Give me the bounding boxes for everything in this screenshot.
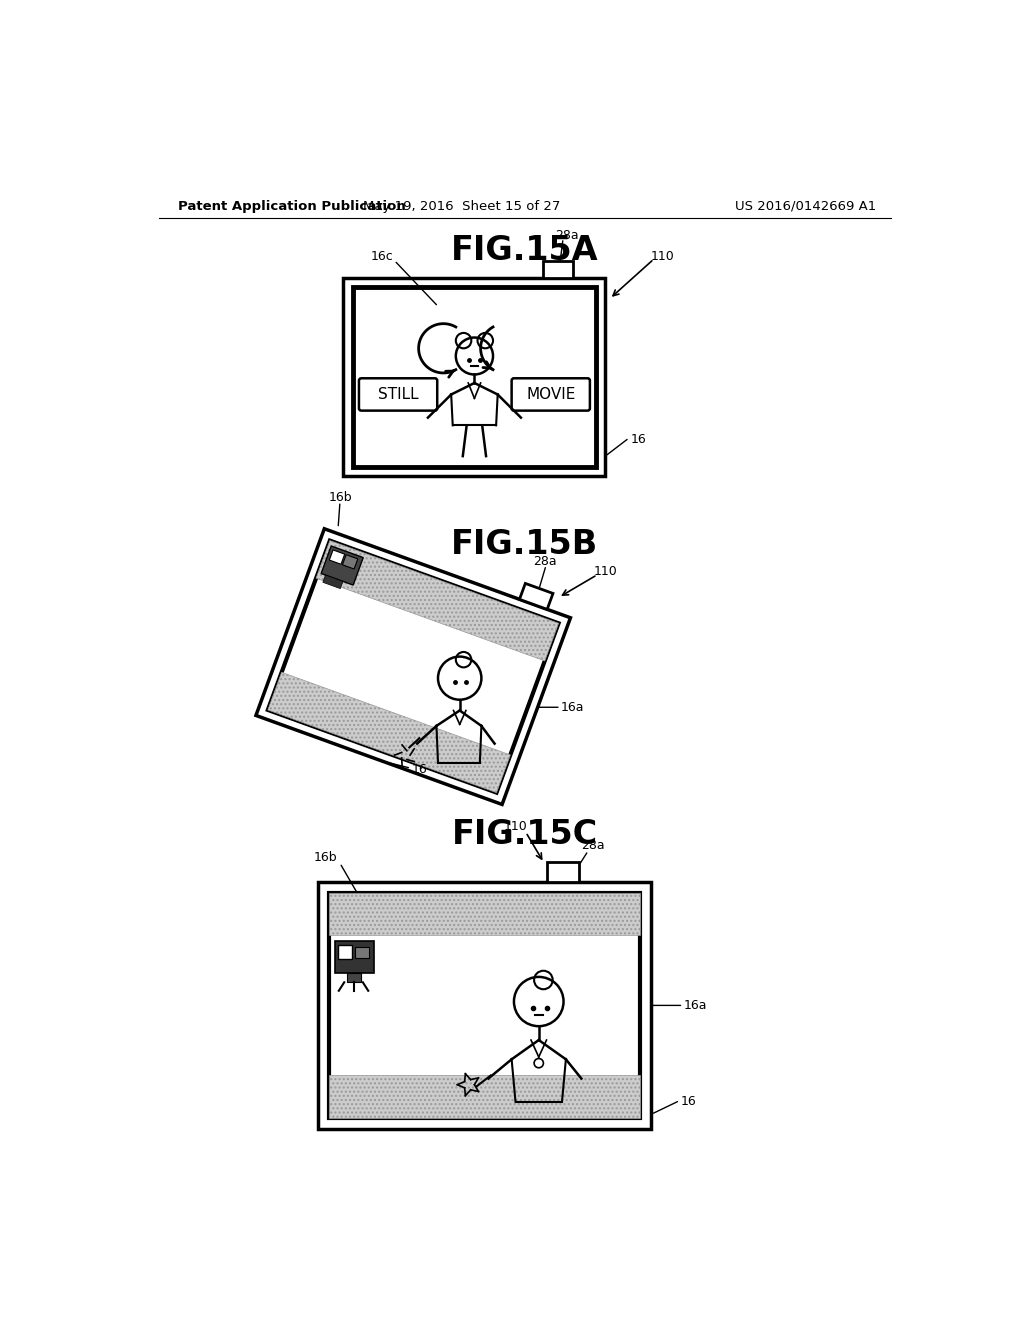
Text: Patent Application Publication: Patent Application Publication [178, 199, 407, 213]
Text: 110: 110 [504, 820, 527, 833]
Bar [329, 892, 640, 1118]
Bar [346, 973, 360, 982]
Text: 16c: 16c [371, 249, 393, 263]
Text: FIG.15B: FIG.15B [452, 528, 598, 561]
Bar [544, 261, 572, 277]
FancyBboxPatch shape [359, 379, 437, 411]
Text: 16a: 16a [561, 701, 585, 714]
Text: May 19, 2016  Sheet 15 of 27: May 19, 2016 Sheet 15 of 27 [362, 199, 560, 213]
Bar [335, 941, 374, 973]
Polygon shape [322, 546, 364, 585]
Polygon shape [323, 576, 343, 589]
Text: FIG.15C: FIG.15C [452, 818, 598, 851]
Text: 110: 110 [650, 249, 674, 263]
Polygon shape [342, 554, 357, 569]
Text: 28a: 28a [534, 554, 557, 568]
Bar [329, 1076, 640, 1118]
Polygon shape [316, 541, 558, 661]
Polygon shape [519, 583, 553, 610]
Text: 16b: 16b [313, 851, 338, 865]
Bar [547, 862, 579, 882]
Bar [338, 945, 352, 960]
Polygon shape [268, 541, 558, 792]
Bar [329, 892, 640, 936]
Bar [317, 882, 651, 1129]
Text: US 2016/0142669 A1: US 2016/0142669 A1 [734, 199, 876, 213]
Text: 16: 16 [681, 1096, 696, 1109]
Text: 16: 16 [412, 763, 427, 776]
Polygon shape [256, 529, 570, 804]
Text: STILL: STILL [378, 387, 419, 403]
Polygon shape [330, 550, 345, 564]
Text: MOVIE: MOVIE [526, 387, 575, 403]
Text: 28a: 28a [582, 838, 605, 851]
Text: 110: 110 [594, 565, 617, 578]
Text: 16a: 16a [684, 999, 708, 1012]
Polygon shape [268, 672, 510, 792]
Bar [343, 277, 605, 477]
Bar [352, 286, 596, 467]
Text: FIG.15A: FIG.15A [451, 235, 599, 268]
Text: 16: 16 [630, 433, 646, 446]
Bar [355, 946, 369, 958]
Text: 28a: 28a [555, 228, 579, 242]
FancyBboxPatch shape [512, 379, 590, 411]
Text: 16b: 16b [329, 491, 352, 504]
